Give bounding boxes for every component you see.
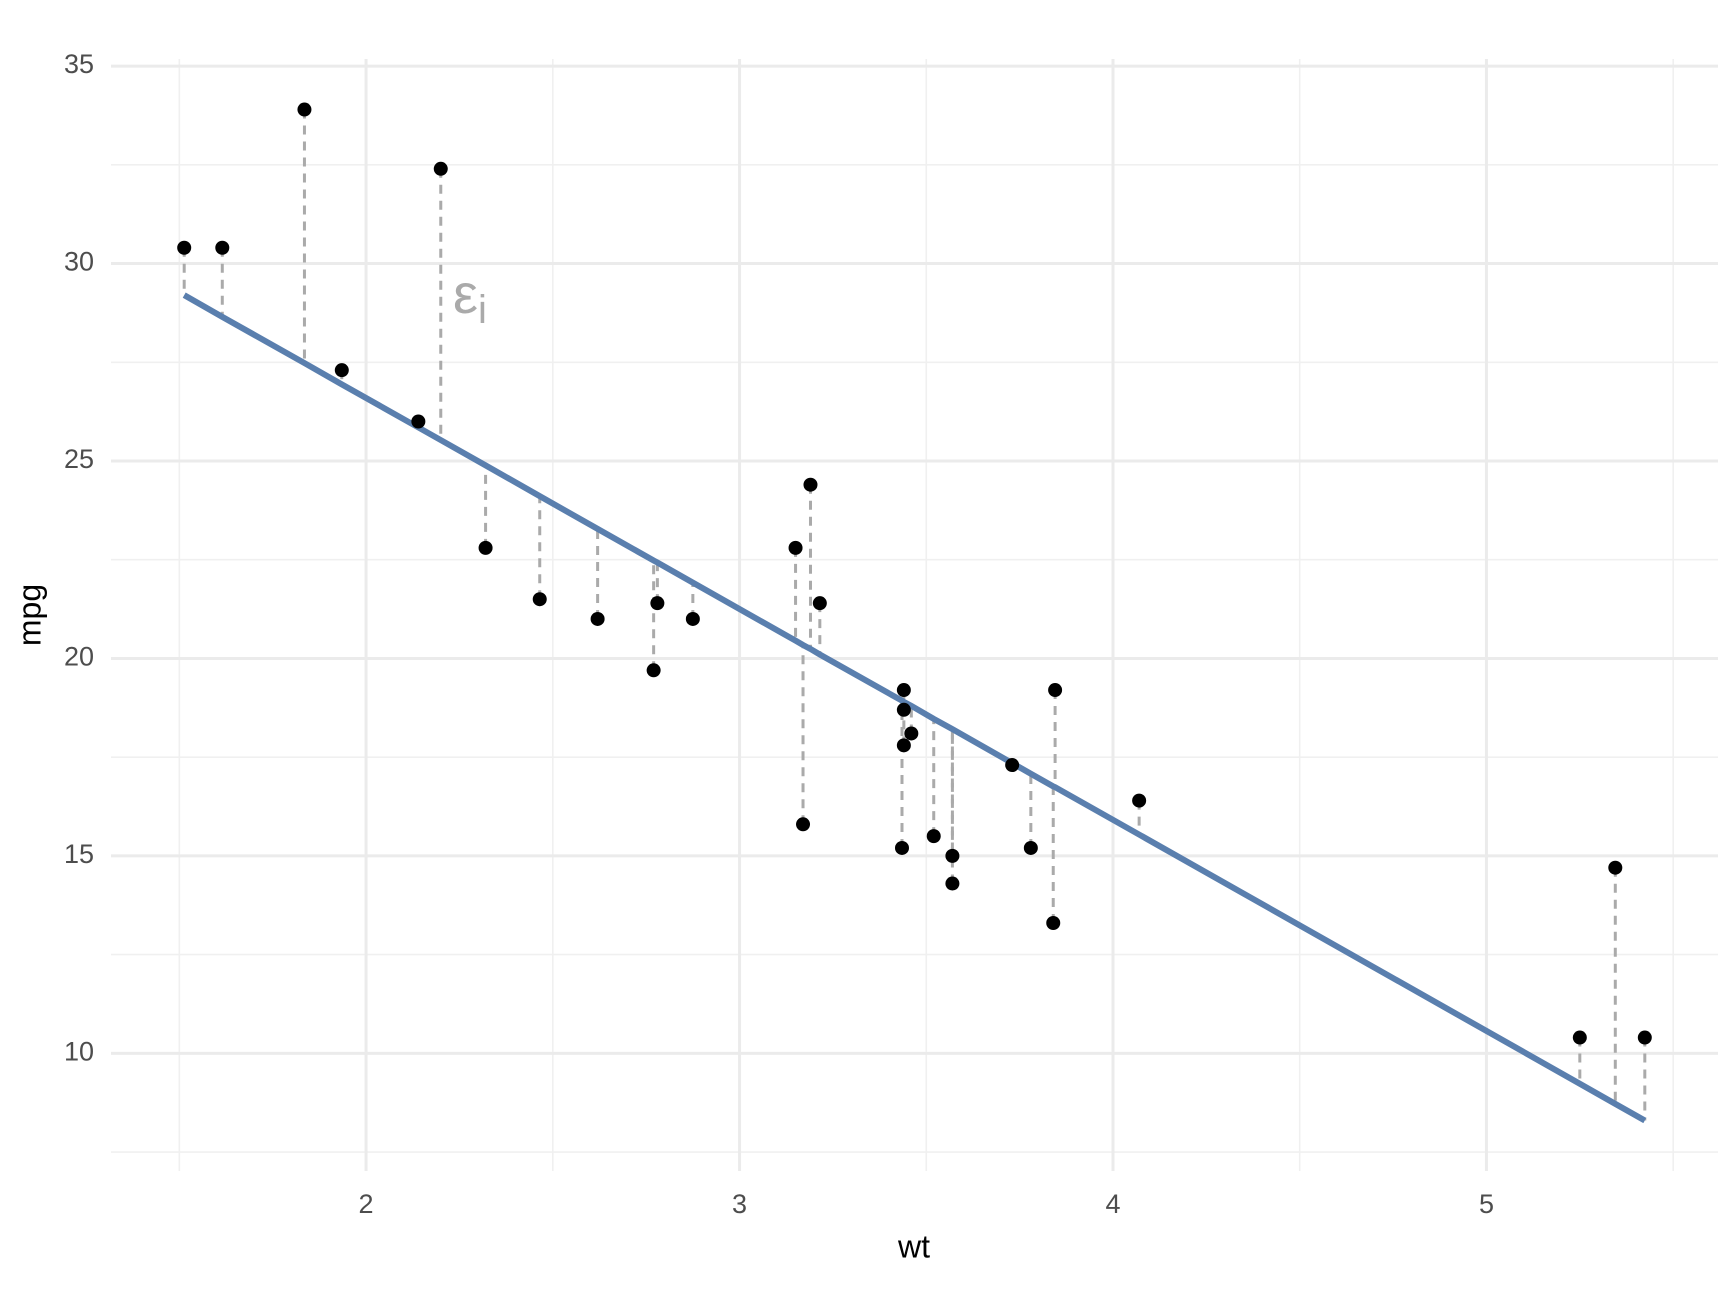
point [478, 540, 493, 555]
x-tick-label: 4 [1105, 1189, 1120, 1219]
point [590, 611, 605, 626]
annotation: εi [453, 262, 487, 332]
x-axis-title: wt [897, 1228, 930, 1264]
point [896, 738, 911, 753]
y-tick-label: 30 [64, 247, 94, 277]
point [1132, 793, 1147, 808]
y-axis-title: mpg [11, 584, 47, 646]
point [650, 596, 665, 611]
point [926, 829, 941, 844]
x-tick-label: 3 [732, 1189, 747, 1219]
y-tick-label: 15 [64, 839, 94, 869]
point [1048, 683, 1063, 698]
point [411, 414, 426, 429]
point [1608, 860, 1623, 875]
point [945, 876, 960, 891]
point [297, 102, 312, 117]
point [803, 477, 818, 492]
point [812, 596, 827, 611]
point [894, 840, 909, 855]
point [646, 663, 661, 678]
point [1046, 916, 1061, 931]
point [896, 683, 911, 698]
point [945, 848, 960, 863]
point [1023, 840, 1038, 855]
point [896, 702, 911, 717]
annotation-subscript: i [478, 288, 487, 332]
x-tick-label: 2 [359, 1189, 374, 1219]
y-tick-label: 35 [64, 49, 94, 79]
point [177, 240, 192, 255]
point [215, 240, 230, 255]
y-tick-label: 25 [64, 444, 94, 474]
point [334, 363, 349, 378]
point [788, 540, 803, 555]
point [1572, 1030, 1587, 1045]
point [1637, 1030, 1652, 1045]
point [433, 161, 448, 176]
point [796, 817, 811, 832]
annotation-symbol: ε [453, 262, 478, 325]
y-tick-label: 20 [64, 642, 94, 672]
point [904, 726, 919, 741]
y-tick-label: 10 [64, 1036, 94, 1066]
point [685, 611, 700, 626]
x-tick-label: 5 [1479, 1189, 1494, 1219]
regression-line [182, 292, 1647, 1124]
point [1005, 758, 1020, 773]
point [532, 592, 547, 607]
